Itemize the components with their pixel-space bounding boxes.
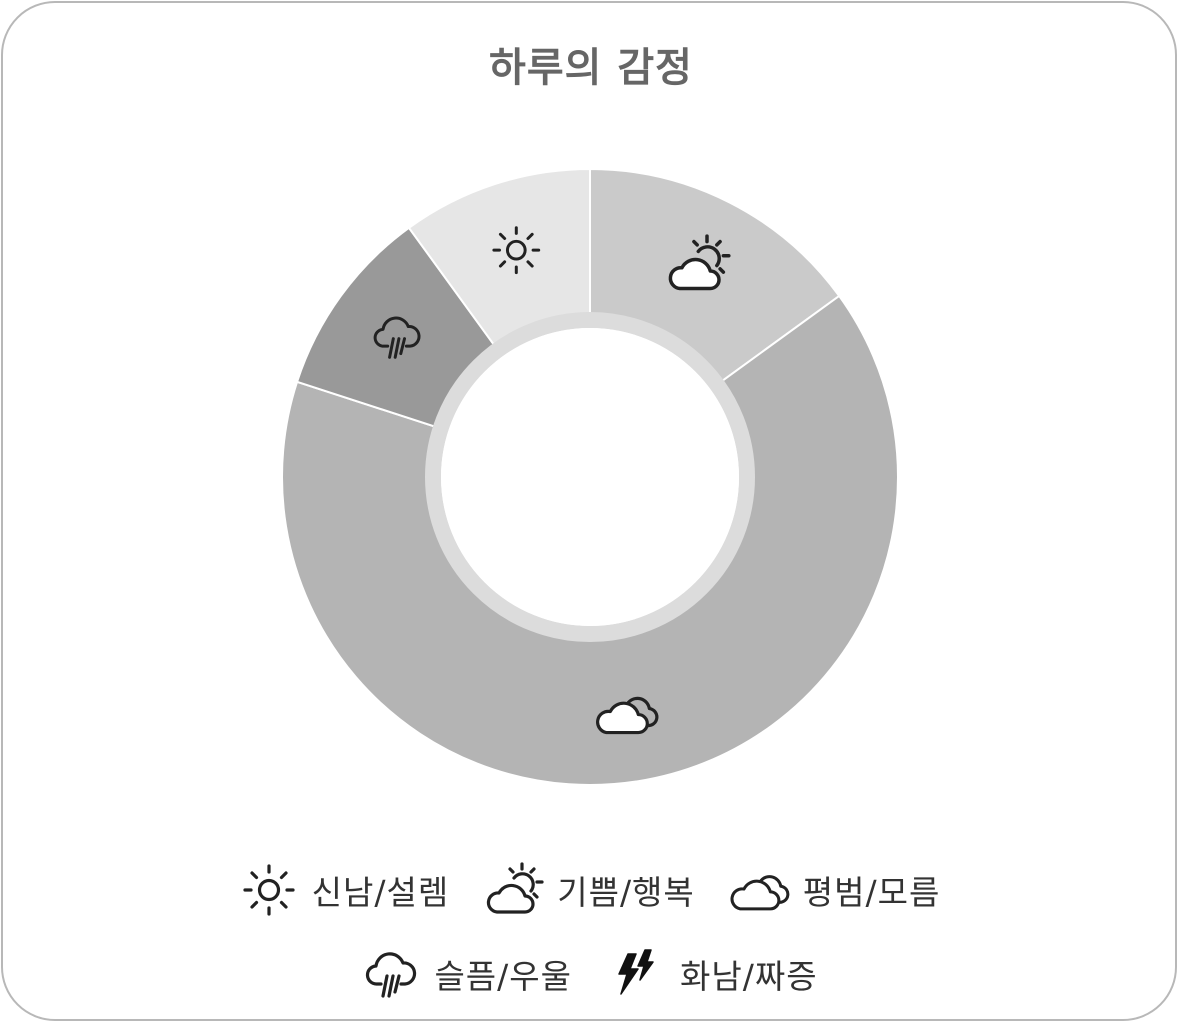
legend-label: 기쁨/행복 [557,873,695,912]
legend-label: 신남/설렘 [311,873,450,912]
legend-item-angry: 화남/짜증 [604,944,818,1004]
legend-row-2: 슬픔/우울 화남/짜증 [0,944,1176,1004]
legend-item-happy: 기쁨/행복 [481,860,695,920]
sun-behind-cloud-icon [481,860,547,920]
legend-item-neutral: 평범/모름 [727,860,941,920]
lightning-icon [604,944,670,1004]
chart-title: 하루의 감정 [489,45,693,91]
legend-label: 평범/모름 [802,873,941,912]
legend-row-1: 신남/설렘 기쁨/행복 평범/모름 [0,860,1176,920]
legend-label: 슬픔/우울 [434,957,572,996]
clouds-icon [727,860,793,920]
rain-cloud-icon [358,944,424,1004]
sun-icon [236,860,302,920]
legend-label: 화남/짜증 [680,957,818,996]
legend-item-sad: 슬픔/우울 [358,944,572,1004]
legend-item-excited: 신남/설렘 [236,860,450,920]
